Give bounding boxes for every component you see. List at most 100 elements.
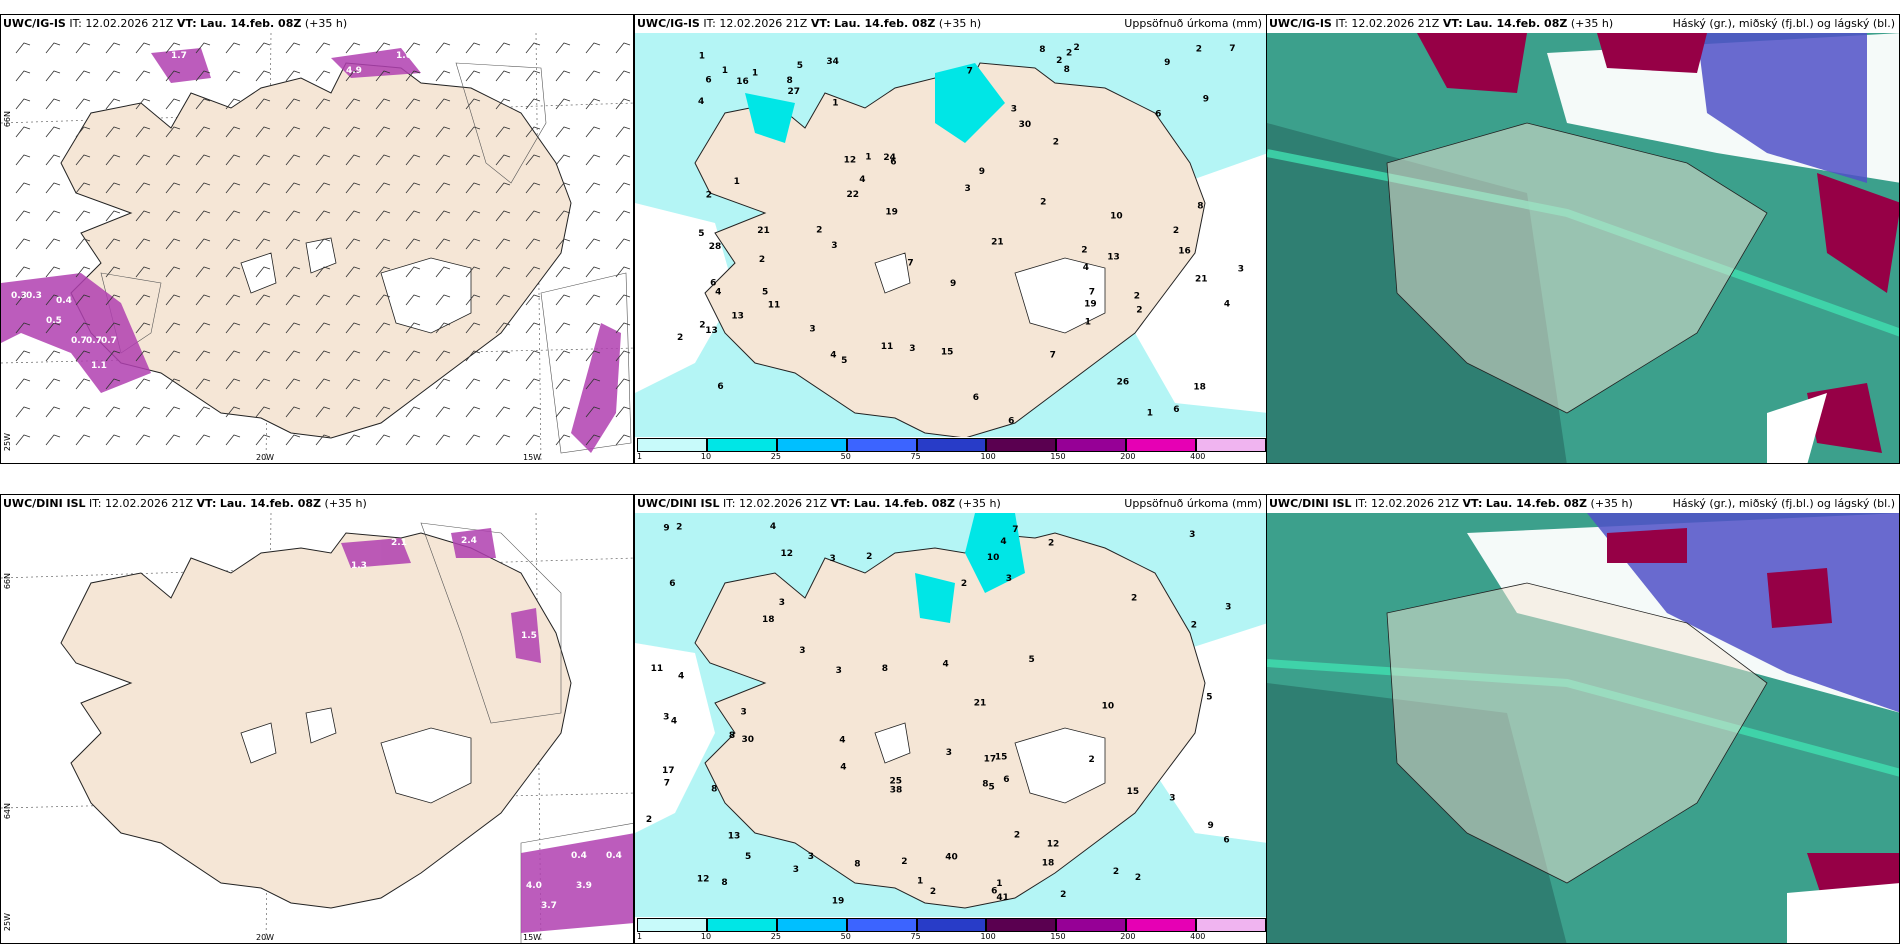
colorbar-segment: [1056, 438, 1127, 452]
wind-barb: [345, 266, 361, 278]
wind-barb: [75, 154, 91, 166]
wind-precip-label: 1.7: [171, 51, 187, 61]
precip-value-label: 8: [711, 785, 717, 795]
wind-map-row2[interactable]: 2.1 1.3 2.4 1.5 0.4 4.0 3.9 3.7 0.4 66N 64N 25W …: [1, 512, 633, 943]
wind-barb: [225, 350, 241, 362]
wind-barb: [45, 42, 61, 54]
precip-value-label: 3: [799, 646, 805, 656]
wind-labels: 2.1 1.3 2.4 1.5 0.4 4.0 3.9 3.7 0.4: [351, 536, 622, 911]
wind-barb: [255, 154, 271, 166]
wind-labels: 0.3 0.3 0.40.50.7 0.7 0.71.13.81.04.91.61.70…: [11, 51, 412, 411]
cloud-map-row2[interactable]: [1267, 513, 1899, 943]
precip-value-label: 3: [830, 554, 836, 564]
wind-barb: [75, 70, 91, 82]
precip-value-label: 9: [663, 524, 669, 534]
wind-barb: [405, 322, 421, 334]
wind-barb: [135, 98, 151, 110]
wind-barb: [225, 42, 241, 54]
lat-label: 64N: [3, 803, 12, 820]
wind-barb: [405, 350, 421, 362]
wind-barb: [165, 154, 181, 166]
cloud-map-panel-row1: UWC/IG-IS IT: 12.02.2026 21Z VT: Lau. 14…: [1266, 14, 1900, 464]
wind-barb: [405, 70, 421, 82]
precip-value-label: 26: [1117, 377, 1130, 387]
precip-map-row1[interactable]: 4 16 6 5 6 26 13 8 12 6 4 5 6 18 11 8 9 21 24 11 7 9 22 21 8 8 7 28…: [635, 33, 1266, 439]
glaciers: [874, 252, 1106, 334]
wind-barb: [495, 322, 511, 334]
wind-barb: [225, 182, 241, 194]
wind-precip-label: 0.4: [606, 851, 622, 861]
wind-barb: [165, 70, 181, 82]
wind-precip-label: 0.7: [71, 336, 87, 346]
precip-value-label: 1: [996, 879, 1002, 889]
wind-barb: [285, 70, 301, 82]
wind-map-row1[interactable]: 0.3 0.3 0.4 0.5 0.7 0.7 0.7 1.1 3.8 1.0 4.9 1.6 1.7 0…: [1, 32, 633, 463]
wind-barb: [555, 182, 571, 194]
wind-barb: [555, 322, 571, 334]
wind-barb: [405, 98, 421, 110]
wind-barb: [585, 350, 601, 362]
wind-barb: [405, 126, 421, 138]
wind-barb: [45, 70, 61, 82]
colorbar-segment: [776, 438, 847, 452]
wind-barb: [285, 406, 301, 418]
wind-barb: [615, 126, 631, 138]
wind-barb: [525, 126, 541, 138]
precip-value-label: 6: [1155, 109, 1161, 119]
precip-value-label: 21: [974, 698, 987, 708]
wind-barb: [45, 406, 61, 418]
wind-barb: [525, 182, 541, 194]
precip-map-row2[interactable]: 6 4 3 5 4 8 10 15 3 4 5 11 8 25 15 9 5 7 19 18 17 17 38 8 9 7 18 4 8…: [635, 513, 1266, 919]
colorbar-tick-label: 75: [910, 932, 921, 941]
wind-barb: [255, 322, 271, 334]
wind-barb: [615, 378, 631, 390]
precip-value-label: 2: [866, 552, 872, 562]
wind-barb: [435, 42, 451, 54]
wind-barb: [285, 98, 301, 110]
wind-barb: [45, 350, 61, 362]
precip-value-label: 3: [965, 184, 971, 194]
glaciers: [240, 707, 472, 804]
glaciers: [240, 237, 472, 334]
colorbar-tick-label: 100: [980, 932, 996, 941]
wind-barb: [135, 322, 151, 334]
wind-barb: [105, 238, 121, 250]
wind-barb: [315, 42, 331, 54]
wind-barb: [585, 378, 601, 390]
precip-map-panel-row2: UWC/DINI ISL IT: 12.02.2026 21Z VT: Lau.…: [634, 494, 1267, 944]
panel-header: UWC/IG-IS IT: 12.02.2026 21Z VT: Lau. 14…: [3, 17, 348, 30]
precip-value-label: 18: [762, 615, 775, 625]
precip-value-label: 2: [930, 887, 936, 897]
precip-value-label: 8: [982, 780, 988, 790]
colorbar-tick-label: 100: [980, 452, 996, 461]
wind-barb: [75, 238, 91, 250]
wind-precip-label: 1.3: [351, 561, 367, 571]
wind-map-panel-row2: UWC/DINI ISL IT: 12.02.2026 21Z VT: Lau.…: [0, 494, 634, 944]
precip-value-label: 5: [745, 852, 751, 862]
wind-barb: [105, 70, 121, 82]
precip-map-panel-row1: UWC/IG-IS IT: 12.02.2026 21Z VT: Lau. 14…: [634, 14, 1267, 464]
wind-map-svg: 2.1 1.3 2.4 1.5 0.4 4.0 3.9 3.7 0.4: [1, 512, 633, 943]
precip-value-label: 7: [967, 66, 973, 76]
wind-barb: [615, 98, 631, 110]
precip-value-label: 3: [1169, 794, 1175, 804]
wind-precip-label: 0.4: [571, 851, 587, 861]
wind-barb: [165, 238, 181, 250]
wind-barb: [195, 266, 211, 278]
wind-barb: [195, 406, 211, 418]
precip-value-label: 4: [1224, 300, 1230, 310]
colorbar-segment: [637, 918, 707, 932]
wind-barb: [225, 266, 241, 278]
wind-barb: [15, 182, 31, 194]
cloud-map-row1[interactable]: [1267, 33, 1899, 463]
wind-barb: [195, 210, 211, 222]
wind-barb: [615, 266, 631, 278]
lon-label: 20W: [256, 933, 275, 942]
wind-barb: [375, 434, 391, 446]
wind-barb: [255, 210, 271, 222]
wind-barb: [315, 126, 331, 138]
precip-value-label: 8: [1197, 201, 1203, 211]
wind-barb: [495, 98, 511, 110]
wind-barb: [615, 154, 631, 166]
precip-value-label: 7: [664, 778, 670, 788]
